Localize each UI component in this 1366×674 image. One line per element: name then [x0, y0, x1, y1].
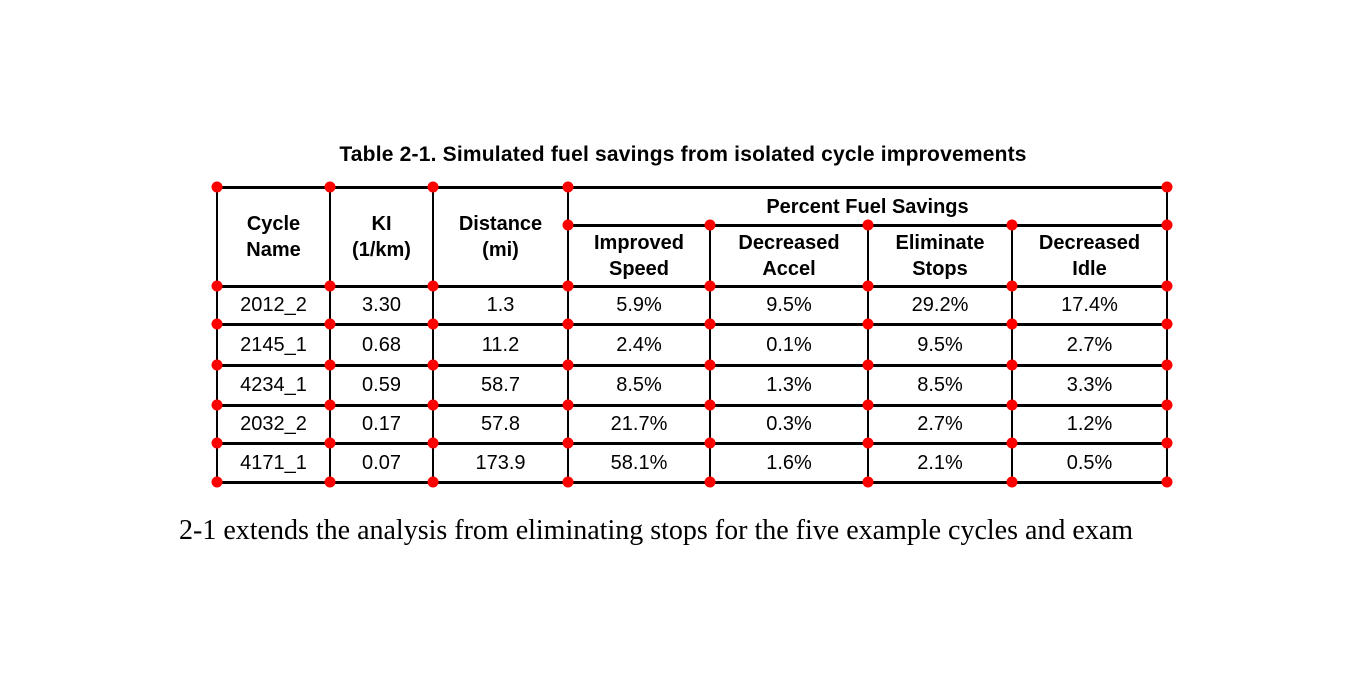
- cell-distance: 1.3: [432, 285, 569, 326]
- cell-decreased-accel: 0.1%: [709, 323, 869, 367]
- cell-cycle-name: 2012_2: [216, 285, 331, 326]
- cell-decreased-accel: 1.6%: [709, 442, 869, 484]
- table-row: 2145_1 0.68 11.2 2.4% 0.1% 9.5% 2.7%: [216, 323, 1168, 367]
- column-header-improved-speed: Improved Speed: [567, 224, 711, 288]
- group-header-percent-fuel-savings: Percent Fuel Savings: [567, 186, 1168, 227]
- cell-decreased-accel: 1.3%: [709, 364, 869, 407]
- cell-decreased-accel: 9.5%: [709, 285, 869, 326]
- cell-eliminate-stops: 9.5%: [867, 323, 1013, 367]
- cell-cycle-name: 4171_1: [216, 442, 331, 484]
- cell-improved-speed: 2.4%: [567, 323, 711, 367]
- table-row: 2012_2 3.30 1.3 5.9% 9.5% 29.2% 17.4%: [216, 285, 1168, 326]
- table-row: 4171_1 0.07 173.9 58.1% 1.6% 2.1% 0.5%: [216, 442, 1168, 484]
- table-row: 2032_2 0.17 57.8 21.7% 0.3% 2.7% 1.2%: [216, 404, 1168, 445]
- cell-decreased-idle: 17.4%: [1011, 285, 1168, 326]
- cell-decreased-accel: 0.3%: [709, 404, 869, 445]
- cell-improved-speed: 8.5%: [567, 364, 711, 407]
- cell-ki: 0.59: [329, 364, 434, 407]
- cell-ki: 0.68: [329, 323, 434, 367]
- cell-cycle-name: 2032_2: [216, 404, 331, 445]
- cell-eliminate-stops: 8.5%: [867, 364, 1013, 407]
- cell-ki: 3.30: [329, 285, 434, 326]
- cell-decreased-idle: 3.3%: [1011, 364, 1168, 407]
- cell-distance: 57.8: [432, 404, 569, 445]
- table-row: 4234_1 0.59 58.7 8.5% 1.3% 8.5% 3.3%: [216, 364, 1168, 407]
- cell-ki: 0.07: [329, 442, 434, 484]
- fuel-savings-table: Cycle Name KI (1/km) Distance (mi) Perce…: [216, 186, 1168, 484]
- cell-decreased-idle: 1.2%: [1011, 404, 1168, 445]
- clipped-word-fragment: e: [167, 513, 172, 548]
- cell-cycle-name: 2145_1: [216, 323, 331, 367]
- cell-improved-speed: 21.7%: [567, 404, 711, 445]
- cell-decreased-idle: 2.7%: [1011, 323, 1168, 367]
- column-header-decreased-accel: Decreased Accel: [709, 224, 869, 288]
- table-caption: Table 2-1. Simulated fuel savings from i…: [339, 143, 1027, 166]
- column-header-ki: KI (1/km): [329, 186, 434, 288]
- column-header-cycle-name: Cycle Name: [216, 186, 331, 288]
- body-text: 2-1 extends the analysis from eliminatin…: [179, 515, 1134, 546]
- cell-cycle-name: 4234_1: [216, 364, 331, 407]
- column-header-decreased-idle: Decreased Idle: [1011, 224, 1168, 288]
- cell-eliminate-stops: 2.7%: [867, 404, 1013, 445]
- cell-improved-speed: 5.9%: [567, 285, 711, 326]
- column-header-eliminate-stops: Eliminate Stops: [867, 224, 1013, 288]
- column-header-distance: Distance (mi): [432, 186, 569, 288]
- cell-decreased-idle: 0.5%: [1011, 442, 1168, 484]
- cell-distance: 173.9: [432, 442, 569, 484]
- cell-improved-speed: 58.1%: [567, 442, 711, 484]
- cell-eliminate-stops: 2.1%: [867, 442, 1013, 484]
- cell-ki: 0.17: [329, 404, 434, 445]
- cell-distance: 58.7: [432, 364, 569, 407]
- cell-eliminate-stops: 29.2%: [867, 285, 1013, 326]
- cell-distance: 11.2: [432, 323, 569, 367]
- body-text-line: e2-1 extends the analysis from eliminati…: [167, 513, 1133, 548]
